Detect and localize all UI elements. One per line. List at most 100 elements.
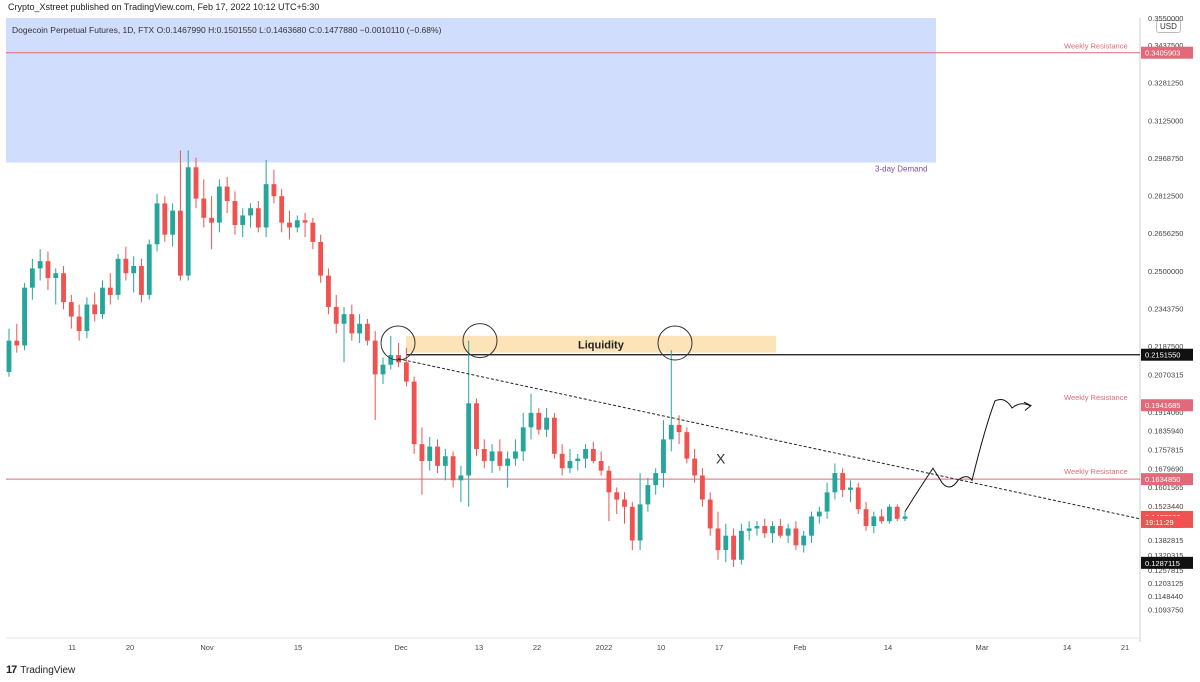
price-tick-label: 0.2070315 (1148, 370, 1183, 379)
candle-body (653, 473, 659, 486)
candle-body (824, 492, 830, 512)
candle-body (676, 424, 682, 433)
candle-body (458, 475, 464, 481)
candle-body (45, 261, 51, 279)
candle-body (100, 287, 105, 315)
time-tick-label: Nov (200, 643, 214, 652)
candle-body (302, 220, 308, 223)
candle-body (146, 244, 152, 295)
candle-body (848, 487, 853, 490)
demand-zone (6, 18, 936, 163)
candle-body (29, 268, 35, 288)
candle-body (777, 526, 783, 536)
time-tick-label: 11 (68, 643, 76, 652)
candle-body (513, 451, 518, 459)
candle-body (216, 186, 222, 223)
price-tick-label: 0.1914060 (1148, 408, 1183, 417)
price-tick-label: 0.1257815 (1148, 566, 1183, 575)
candle-body (723, 535, 729, 551)
weekly-resistance-mid-tag: 0.1941685 (1145, 401, 1180, 410)
candle-body (232, 200, 238, 226)
candle-body (536, 412, 542, 430)
candle-body (349, 314, 355, 334)
candle-body (240, 215, 246, 226)
candle-body (326, 275, 331, 307)
candle-body (162, 203, 168, 235)
candle-body (832, 473, 838, 493)
low-price-tag-bg (1141, 556, 1193, 569)
demand-zone-label: 3-day Demand (875, 164, 927, 173)
candle-body (76, 316, 82, 332)
candle-body (177, 210, 183, 276)
currency-button[interactable]: USD (1156, 20, 1181, 33)
tradingview-brand[interactable]: 17 TradingView (6, 664, 75, 676)
time-tick-label: 10 (657, 643, 665, 652)
candle-body (115, 258, 121, 295)
candle-body (700, 475, 705, 500)
candle-body (684, 432, 690, 459)
candle-body (520, 427, 526, 452)
candle-body (785, 528, 791, 536)
candle-body (754, 526, 760, 529)
low-price-tag: 0.1287115 (1145, 559, 1180, 568)
candle-body (738, 530, 744, 560)
candle-body (193, 167, 199, 199)
candle-body (263, 184, 269, 228)
weekly-resistance-label-top: Weekly Resistance (1064, 42, 1128, 51)
candle-body (6, 340, 12, 372)
candle-body (606, 470, 612, 493)
candle-body (489, 451, 495, 462)
candle-body (692, 458, 698, 476)
weekly-resistance-label-low: Weekly Resistance (1064, 467, 1128, 476)
candle-body (816, 511, 822, 517)
weekly-resistance-low-tag: 0.1634850 (1145, 475, 1180, 484)
candle-body (442, 456, 448, 466)
price-tick-label: 0.2968750 (1148, 154, 1183, 163)
weekly-resistance-top-tag: 0.3405903 (1145, 49, 1180, 58)
time-tick-label: 2022 (596, 643, 613, 652)
drawings-layer: X (380, 323, 1141, 520)
candle-body (248, 208, 253, 216)
candle-body (762, 526, 768, 534)
candle-body (801, 535, 807, 546)
candle-body (528, 412, 534, 428)
time-tick-label: 15 (294, 643, 302, 652)
candle-body (271, 184, 277, 197)
candle-body (341, 314, 347, 324)
candle-body (871, 516, 877, 527)
candle-body (551, 417, 557, 454)
grid-layer (6, 18, 1141, 642)
weekly-resistance-top-tag-bg (1141, 46, 1193, 59)
zones-layer: 3-day Demand Liquidity (6, 18, 936, 353)
price-tick-label: 0.3125000 (1148, 116, 1183, 125)
candle-body (427, 446, 433, 462)
candle-body (629, 506, 635, 541)
tradingview-name: TradingView (20, 664, 76, 676)
candle-body (318, 241, 324, 276)
candle-body (840, 473, 846, 490)
price-tick-label: 0.1523440 (1148, 502, 1183, 511)
candle-body (793, 528, 799, 546)
price-tick-label: 0.1679690 (1148, 464, 1183, 473)
candle-body (567, 461, 573, 469)
candle-body (388, 355, 394, 365)
time-tick-label: 13 (475, 643, 483, 652)
price-tick-label: 0.1601565 (1148, 483, 1183, 492)
time-tick-label: Dec (394, 643, 408, 652)
time-axis: 11 20 Nov 15 Dec 13 22 2022 10 17 Feb 14 Mar 14 21 (68, 643, 1129, 652)
candle-body (403, 362, 409, 382)
candle-body (372, 340, 378, 375)
tradingview-logo-icon: 17 (6, 664, 17, 676)
candle-body (185, 167, 191, 276)
time-tick-label: Feb (794, 643, 807, 652)
price-tick-label: 0.2656250 (1148, 229, 1183, 238)
candle-body (474, 403, 479, 449)
candle-body (879, 516, 885, 522)
candle-body (279, 196, 285, 223)
publisher-line: Crypto_Xstreet published on TradingView.… (8, 2, 320, 12)
candle-body (37, 261, 43, 269)
levels-layer: Weekly Resistance Weekly Resistance Weekly… (6, 42, 1140, 480)
candle-body (668, 424, 674, 440)
candle-body (505, 458, 511, 466)
